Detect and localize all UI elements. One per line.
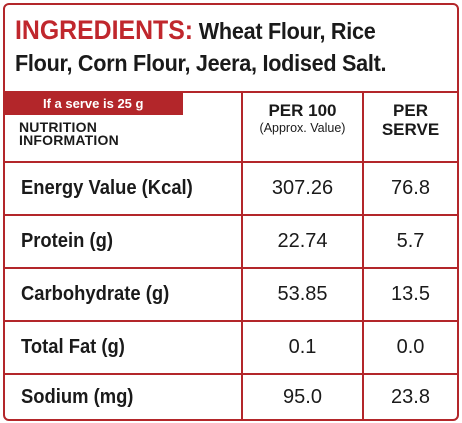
row-label-energy: Energy Value (Kcal) [21,177,193,199]
serve-size-note: If a serve is 25 g [5,93,183,115]
column-divider-1 [241,93,243,419]
protein-per-serve: 5.7 [396,230,425,252]
ingredients-text-line2: Flour, Corn Flour, Jeera, Iodised Salt. [15,50,387,76]
ingredients-heading: INGREDIENTS: [15,15,194,45]
total-fat-per-serve: 0.0 [396,336,425,358]
row-label-protein: Protein (g) [21,230,113,252]
per-100-label: PER 100 [268,101,337,120]
nutrition-title-line1: NUTRITION [19,119,98,135]
protein-per-100: 22.74 [277,230,328,252]
nutrition-information-title: NUTRITION INFORMATION [19,119,119,148]
energy-per-100: 307.26 [271,177,334,199]
ingredients-text-line1: Wheat Flour, Rice [198,18,376,44]
row-divider [5,320,457,322]
nutrition-title-line2: INFORMATION [19,132,119,148]
row-label-total-fat: Total Fat (g) [21,336,125,358]
row-label-sodium: Sodium (mg) [21,386,134,408]
sodium-per-100: 95.0 [283,386,322,408]
carbohydrate-per-100: 53.85 [277,283,328,305]
row-divider [5,373,457,375]
carbohydrate-per-serve: 13.5 [391,283,430,305]
column-header-per-100: PER 100 (Approx. Value) [243,101,362,136]
ingredients-block: INGREDIENTS: Wheat Flour, Rice Flour, Co… [15,14,416,79]
per-serve-line2: SERVE [381,120,440,139]
sodium-per-serve: 23.8 [391,386,430,408]
total-fat-per-100: 0.1 [288,336,317,358]
energy-per-serve: 76.8 [391,177,430,199]
nutrition-label-panel: INGREDIENTS: Wheat Flour, Rice Flour, Co… [3,3,459,421]
per-serve-line1: PER [393,101,428,120]
row-divider [5,267,457,269]
row-divider [5,214,457,216]
nutrition-table: If a serve is 25 g NUTRITION INFORMATION… [5,91,457,419]
header-divider [5,161,457,163]
approx-value-label: (Approx. Value) [259,121,346,135]
column-divider-2 [362,93,364,419]
row-label-carbohydrate: Carbohydrate (g) [21,283,170,305]
column-header-per-serve: PER SERVE [364,101,457,139]
